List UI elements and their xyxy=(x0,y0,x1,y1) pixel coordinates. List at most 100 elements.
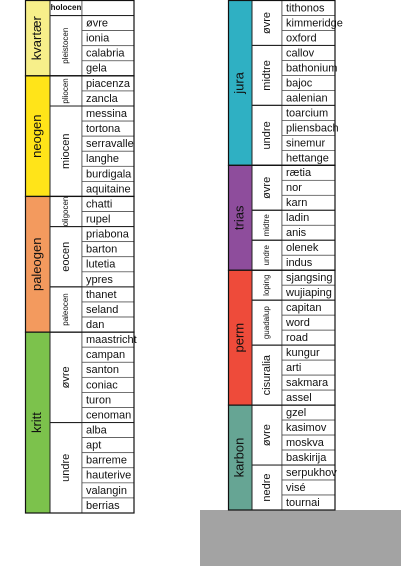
stage-name: baskirija xyxy=(286,452,327,464)
stage-cell xyxy=(81,0,135,16)
epoch-cell xyxy=(251,344,283,406)
epoch-name: øvre xyxy=(261,177,273,199)
period-name: jura xyxy=(232,71,247,94)
epoch-cell xyxy=(251,44,283,106)
stage-name: karn xyxy=(286,197,307,209)
stage-name: anis xyxy=(286,227,307,239)
period-name: karbon xyxy=(232,438,247,478)
epoch-name: pleistocen xyxy=(61,28,70,64)
stage-name: chatti xyxy=(86,198,112,210)
epoch-name: undre xyxy=(261,121,273,149)
period-name: kvartær xyxy=(29,15,44,60)
stage-name: kasimov xyxy=(286,422,327,434)
stage-name: callov xyxy=(286,47,315,59)
stage-name: capitan xyxy=(286,302,321,314)
epoch-name: oligocen xyxy=(61,197,70,227)
period-border xyxy=(227,404,336,511)
stage-name: serpukhov xyxy=(286,467,337,479)
stage-name: hettange xyxy=(286,152,329,164)
stage-name: burdigala xyxy=(86,168,132,180)
stage-name: ypres xyxy=(86,274,113,286)
stage-name: priabona xyxy=(86,229,130,241)
period-name: paleogen xyxy=(29,238,44,292)
period-name: trias xyxy=(232,205,247,230)
stage-name: tithonos xyxy=(286,2,325,14)
stage-name: gzel xyxy=(286,407,306,419)
stage-name: bathonium xyxy=(286,62,337,74)
stage-name: ionia xyxy=(86,33,110,45)
stage-name: assel xyxy=(286,392,312,404)
stage-name: apt xyxy=(86,440,101,452)
stage-name: berrias xyxy=(86,500,120,512)
stage-name: word xyxy=(285,317,310,329)
period-name: kritt xyxy=(29,412,44,433)
stage-name: valangin xyxy=(86,485,127,497)
stage-name: kungur xyxy=(286,347,320,359)
stage-name: serravalle xyxy=(86,138,134,150)
epoch-cell xyxy=(49,286,83,333)
stage-name: tournai xyxy=(286,497,320,509)
stage-name: lutetia xyxy=(86,259,116,271)
stage-name: indus xyxy=(286,257,313,269)
stage-name: sinemur xyxy=(286,137,325,149)
epoch-name: guadalup xyxy=(262,306,271,339)
stage-name: bajoc xyxy=(286,77,313,89)
stage-name: oxford xyxy=(286,32,317,44)
epoch-cell xyxy=(251,464,283,511)
stage-name: aalenian xyxy=(286,92,328,104)
stage-name: moskva xyxy=(286,437,325,449)
stage-name: alba xyxy=(86,425,108,437)
epoch-name: pliocen xyxy=(61,78,70,103)
stage-name: gela xyxy=(86,63,108,75)
epoch-name: øvre xyxy=(60,366,72,388)
epoch-cell xyxy=(251,299,283,346)
base-block xyxy=(200,510,401,566)
epoch-name: midtre xyxy=(261,60,273,91)
stage-name: øvre xyxy=(86,18,108,30)
stage-name: pliensbach xyxy=(286,122,339,134)
stage-name: campan xyxy=(86,349,125,361)
stage-name: rætia xyxy=(286,167,312,179)
epoch-cell xyxy=(251,104,283,166)
stage-name: arti xyxy=(286,362,301,374)
stage-name: zancla xyxy=(86,93,119,105)
epoch-name: nedre xyxy=(261,473,273,501)
epoch-name: øvre xyxy=(261,424,273,446)
epoch-name: holocen xyxy=(51,3,82,12)
stage-name: santon xyxy=(86,364,119,376)
period-cell xyxy=(25,75,51,197)
epoch-name: loping xyxy=(262,275,271,296)
stage-name: cenoman xyxy=(86,409,131,421)
epoch-name: paleocen xyxy=(61,293,70,325)
stage-name: visé xyxy=(286,482,306,494)
stage-name: kimmeridge xyxy=(286,17,343,29)
period-name: neogen xyxy=(29,114,44,157)
epoch-name: miocen xyxy=(60,134,72,169)
stage-name: tortona xyxy=(86,123,121,135)
stage-name: calabria xyxy=(86,48,125,60)
stage-name: dan xyxy=(86,319,104,331)
stage-name: road xyxy=(286,332,308,344)
stage-name: hauterive xyxy=(86,470,131,482)
stage-name: maastricht xyxy=(86,334,137,346)
period-name: perm xyxy=(232,323,247,353)
epoch-cell xyxy=(251,269,283,301)
epoch-name: eocen xyxy=(60,242,72,272)
stage-name: barreme xyxy=(86,455,127,467)
stage-name: rupel xyxy=(86,213,110,225)
epoch-cell xyxy=(251,239,283,271)
stage-name: coniac xyxy=(86,379,118,391)
epoch-cell xyxy=(49,75,83,107)
stage-name: langhe xyxy=(86,153,119,165)
stage-name: seland xyxy=(86,304,118,316)
stage-name: sakmara xyxy=(286,377,329,389)
epoch-name: undre xyxy=(60,454,72,482)
stage-name: wujiaping xyxy=(285,287,332,299)
stage-name: barton xyxy=(86,244,117,256)
stage-name: aquitaine xyxy=(86,183,131,195)
stage-name: olenek xyxy=(286,242,319,254)
stage-name: turon xyxy=(86,394,111,406)
stage-name: nor xyxy=(286,182,302,194)
